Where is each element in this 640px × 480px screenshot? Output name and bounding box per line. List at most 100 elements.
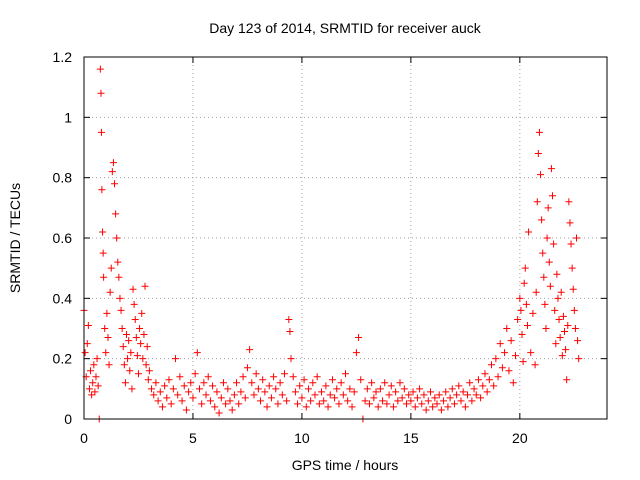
- data-point: [124, 355, 132, 363]
- data-point: [547, 165, 555, 173]
- data-point: [505, 367, 513, 375]
- data-point: [180, 382, 188, 390]
- chart-title: Day 123 of 2014, SRMTID for receiver auc…: [209, 20, 482, 36]
- data-point: [490, 382, 498, 390]
- data-point: [533, 198, 541, 206]
- data-point: [407, 397, 415, 405]
- data-point: [300, 376, 308, 384]
- data-point: [189, 394, 197, 402]
- data-point: [477, 394, 485, 402]
- data-point: [511, 352, 519, 360]
- data-point: [337, 379, 345, 387]
- data-point: [342, 370, 349, 378]
- data-point: [446, 394, 454, 402]
- data-point: [379, 397, 387, 405]
- x-axis-label: GPS time / hours: [292, 457, 399, 473]
- data-point: [372, 388, 380, 396]
- data-point: [304, 385, 312, 393]
- data-point: [468, 397, 476, 405]
- data-point: [457, 397, 465, 405]
- data-point: [374, 403, 382, 411]
- data-point: [270, 373, 278, 381]
- data-point: [286, 328, 294, 336]
- data-point: [424, 397, 432, 405]
- data-point: [440, 397, 448, 405]
- data-point: [144, 376, 152, 384]
- data-point: [117, 306, 125, 314]
- y-tick-label: 0.6: [53, 230, 73, 246]
- data-point: [488, 361, 496, 369]
- data-point: [195, 385, 203, 393]
- data-point: [509, 379, 517, 387]
- data-point: [99, 249, 107, 257]
- y-tick-label: 0.4: [53, 290, 73, 306]
- data-point: [498, 364, 506, 372]
- data-point: [202, 391, 210, 399]
- data-point: [429, 403, 437, 411]
- data-point: [328, 376, 336, 384]
- data-point: [100, 273, 108, 281]
- data-point: [289, 373, 297, 381]
- data-point: [187, 379, 195, 387]
- data-point: [363, 385, 371, 393]
- data-point: [267, 394, 275, 402]
- data-point: [206, 397, 214, 405]
- data-point: [459, 388, 467, 396]
- data-point: [283, 397, 291, 405]
- data-point: [570, 306, 578, 314]
- data-point: [111, 180, 119, 188]
- data-point: [193, 349, 201, 357]
- data-point: [385, 391, 393, 399]
- data-point: [514, 315, 522, 323]
- data-point: [83, 340, 91, 348]
- data-point: [272, 385, 280, 393]
- data-point: [106, 288, 114, 296]
- data-point: [107, 264, 115, 272]
- data-point: [565, 198, 573, 206]
- data-point: [551, 306, 559, 314]
- data-point: [85, 385, 93, 393]
- data-point: [398, 394, 406, 402]
- data-point: [178, 397, 186, 405]
- data-point: [217, 394, 225, 402]
- data-point: [575, 355, 583, 363]
- data-point: [422, 406, 430, 414]
- data-point: [571, 325, 579, 332]
- x-tick-label: 5: [189, 430, 197, 446]
- data-point: [368, 379, 376, 387]
- data-point: [235, 400, 243, 408]
- data-point: [118, 325, 126, 332]
- data-point: [296, 382, 304, 390]
- data-point: [494, 373, 502, 381]
- data-point: [278, 391, 286, 399]
- data-point: [572, 234, 580, 242]
- data-point: [116, 294, 124, 302]
- data-point: [453, 391, 461, 399]
- data-point: [472, 391, 480, 399]
- data-point: [535, 128, 543, 136]
- data-point: [435, 391, 443, 399]
- data-point: [230, 391, 238, 399]
- data-point: [542, 325, 550, 332]
- data-point: [413, 394, 421, 402]
- data-point: [176, 373, 184, 381]
- data-point: [239, 373, 247, 381]
- data-point: [211, 403, 219, 411]
- data-point: [263, 403, 271, 411]
- data-point: [361, 397, 369, 405]
- data-point: [466, 379, 474, 387]
- data-point: [138, 309, 146, 317]
- data-point: [394, 397, 402, 405]
- data-point: [543, 234, 551, 242]
- data-point: [357, 376, 365, 384]
- data-point: [455, 382, 463, 390]
- data-point: [133, 352, 141, 360]
- data-point: [416, 385, 424, 393]
- data-point: [537, 171, 545, 179]
- y-tick-label: 0: [64, 411, 72, 427]
- data-point: [97, 89, 105, 97]
- data-point: [165, 376, 173, 384]
- data-point: [99, 228, 107, 236]
- data-point: [507, 337, 515, 345]
